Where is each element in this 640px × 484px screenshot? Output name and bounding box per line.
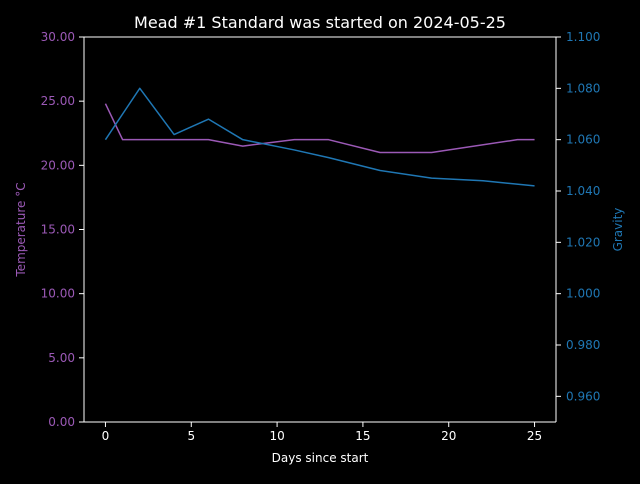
right-y-tick-label: 1.040 xyxy=(566,184,600,198)
x-tick-label: 15 xyxy=(355,429,370,443)
right-y-tick-label: 0.960 xyxy=(566,389,600,403)
left-y-tick-label: 30.00 xyxy=(41,30,75,44)
x-tick-label: 25 xyxy=(527,429,542,443)
right-y-tick-label: 1.100 xyxy=(566,30,600,44)
left-y-tick-label: 15.00 xyxy=(41,223,75,237)
temperature-line xyxy=(104,103,535,154)
left-y-tick-label: 10.00 xyxy=(41,287,75,301)
left-y-axis-label: Temperature °C xyxy=(14,182,28,277)
x-tick-label: 10 xyxy=(269,429,284,443)
x-tick-label: 5 xyxy=(187,429,195,443)
chart-title: Mead #1 Standard was started on 2024-05-… xyxy=(134,13,506,32)
right-y-tick-label: 1.000 xyxy=(566,287,600,301)
left-y-tick-label: 5.00 xyxy=(48,351,75,365)
left-y-tick-label: 25.00 xyxy=(41,94,75,108)
right-y-axis-label: Gravity xyxy=(611,208,625,252)
x-tick-label: 20 xyxy=(441,429,456,443)
left-y-tick-label: 20.00 xyxy=(41,158,75,172)
right-y-tick-label: 1.060 xyxy=(566,133,600,147)
right-y-tick-label: 0.980 xyxy=(566,338,600,352)
left-y-tick-label: 0.00 xyxy=(48,415,75,429)
plot-area: 0 5 10 15 20 25 0.00 5.00 10.00 15.00 20.00 25.00 30… xyxy=(41,30,601,443)
right-y-tick-label: 1.020 xyxy=(566,235,600,249)
gravity-line xyxy=(104,87,535,187)
x-tick-label: 0 xyxy=(102,429,110,443)
right-y-tick-label: 1.080 xyxy=(566,81,600,95)
x-axis-label: Days since start xyxy=(272,451,369,465)
